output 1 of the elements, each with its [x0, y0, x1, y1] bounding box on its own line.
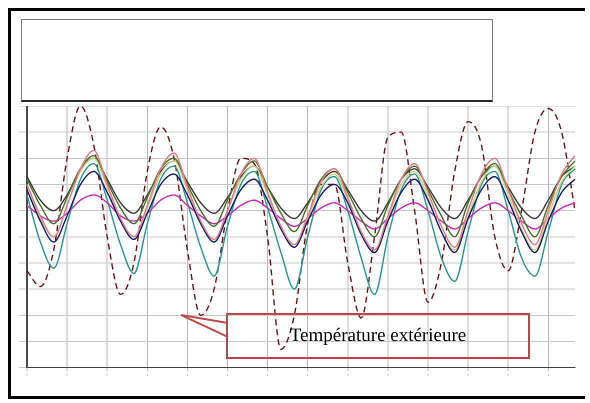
annotation: Température extérieure: [290, 325, 466, 347]
